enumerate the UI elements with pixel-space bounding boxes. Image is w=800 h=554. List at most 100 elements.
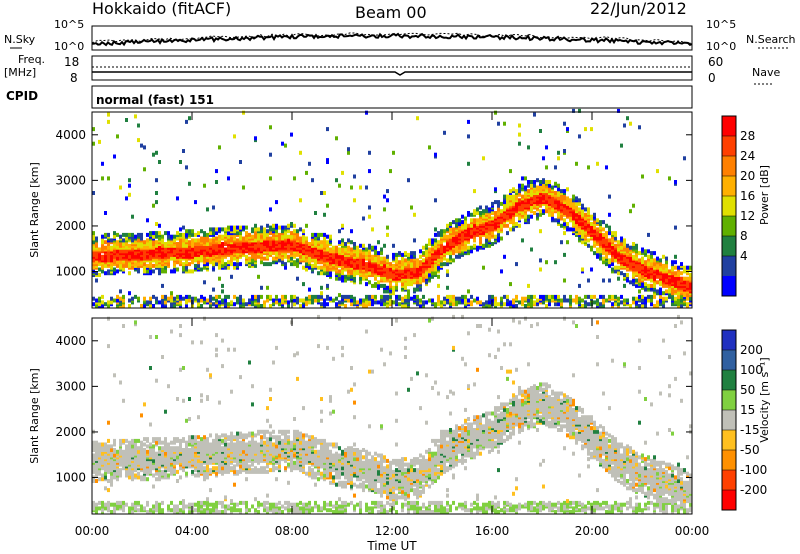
power-cell — [311, 263, 314, 268]
velocity-cell — [209, 488, 212, 493]
power-cell — [224, 294, 227, 299]
power-cell — [584, 294, 587, 299]
power-cell — [116, 269, 119, 274]
power-cell — [212, 243, 215, 248]
power-cell — [101, 304, 104, 308]
velocity-cell — [191, 435, 194, 440]
power-cell — [146, 218, 149, 223]
velocity-cell — [107, 344, 110, 349]
power-cell — [293, 302, 296, 307]
velocity-cell — [176, 446, 179, 451]
power-cell — [617, 296, 620, 301]
power-cell — [365, 110, 368, 115]
power-cell — [203, 280, 206, 285]
velocity-cell — [122, 324, 125, 328]
power-cell — [527, 220, 530, 225]
power-cell — [206, 262, 209, 267]
power-cell — [299, 198, 302, 203]
power-cell — [284, 265, 287, 270]
velocity-cell — [98, 446, 101, 451]
power-cell — [584, 127, 587, 132]
velocity-cell — [140, 440, 143, 445]
power-cell — [116, 298, 119, 303]
velocity-cell — [221, 510, 224, 514]
power-cell — [467, 211, 470, 215]
power-cell — [431, 271, 434, 276]
power-cell — [356, 252, 359, 257]
velocity-cell — [137, 438, 140, 443]
power-cell — [377, 300, 380, 305]
power-cell — [605, 262, 608, 267]
power-cell — [149, 300, 152, 305]
power-cell — [326, 302, 329, 307]
power-cell — [449, 294, 452, 299]
power-cell — [590, 267, 593, 272]
power-cell — [470, 294, 473, 299]
power-cell — [629, 256, 632, 261]
velocity-cell — [182, 366, 185, 370]
velocity-cell — [101, 446, 104, 451]
power-cell — [326, 203, 329, 208]
power-cell — [476, 300, 479, 305]
power-cell — [200, 298, 203, 303]
power-cell — [365, 282, 368, 287]
power-cell — [245, 302, 248, 307]
velocity-cell — [113, 438, 116, 443]
power-cell — [266, 285, 269, 290]
power-cell — [437, 240, 440, 245]
power-cell — [473, 223, 476, 228]
velocity-cell — [200, 500, 203, 505]
power-cell — [305, 296, 308, 301]
power-cell — [257, 254, 260, 259]
power-cell — [593, 243, 596, 248]
power-cell — [509, 201, 512, 206]
velocity-cell — [197, 500, 200, 505]
power-cell — [668, 293, 671, 298]
freq-tick-bottom: 8 — [70, 71, 78, 85]
velocity-cell — [224, 508, 227, 513]
power-cell — [470, 245, 473, 250]
power-cell — [689, 273, 692, 277]
power-cell — [509, 300, 512, 305]
velocity-cell — [128, 449, 131, 454]
station-title: Hokkaido (fitACF) — [92, 0, 231, 18]
velocity-cell — [179, 508, 182, 513]
velocity-cell — [209, 373, 212, 378]
power-cell — [533, 189, 536, 194]
velocity-cell — [164, 446, 167, 451]
power-cell — [641, 247, 644, 252]
power-cell — [251, 258, 254, 263]
power-cell — [434, 198, 437, 203]
power-cell — [665, 267, 668, 272]
power-cell — [596, 247, 599, 252]
power-cell — [359, 276, 362, 281]
power-cell — [170, 294, 173, 299]
power-cell — [332, 245, 335, 250]
power-cell — [404, 304, 407, 308]
velocity-cell — [155, 440, 158, 445]
freq-label: Freq. — [18, 53, 45, 66]
power-cell — [479, 211, 482, 215]
power-cell — [545, 304, 548, 308]
power-cell — [503, 207, 506, 212]
power-cell — [152, 242, 155, 246]
power-cell — [107, 304, 110, 308]
velocity-cell — [200, 340, 203, 345]
power-cell — [176, 267, 179, 272]
power-cell — [290, 231, 293, 236]
power-cell — [545, 180, 548, 184]
power-cell — [254, 136, 257, 141]
power-cell — [440, 258, 443, 263]
power-cell — [182, 243, 185, 248]
power-cell — [206, 207, 209, 212]
power-cell — [524, 176, 527, 181]
power-cell — [614, 269, 617, 274]
velocity-cell — [170, 440, 173, 445]
power-cell — [482, 209, 485, 214]
power-cell — [101, 294, 104, 299]
velocity-cell — [215, 333, 218, 338]
velocity-cell — [101, 477, 104, 482]
power-cell — [155, 222, 158, 226]
power-cell — [269, 225, 272, 230]
power-cell — [545, 260, 548, 265]
